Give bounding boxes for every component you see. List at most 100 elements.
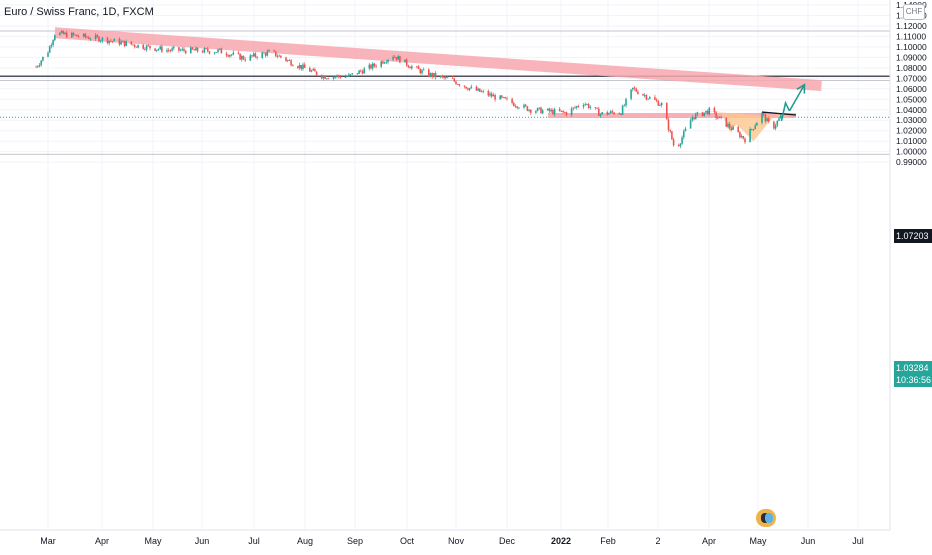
candle-body — [273, 50, 275, 52]
candle-body — [147, 45, 150, 47]
candle-body — [118, 38, 121, 45]
candle-body — [276, 56, 279, 58]
candle-body — [779, 115, 782, 119]
candle-body — [86, 36, 88, 38]
candle-body — [327, 78, 330, 80]
candle-body — [135, 46, 138, 48]
candle-body — [96, 35, 99, 37]
y-tick-label: 1.03000 — [896, 115, 927, 125]
candle-body — [405, 59, 408, 66]
candle-body — [167, 50, 170, 51]
last-price-tag: 1.03284 10:36:56 — [894, 361, 932, 387]
candle-body — [383, 62, 386, 64]
candle-body — [244, 59, 246, 61]
y-tick-label: 1.00000 — [896, 147, 927, 157]
candle-body — [635, 88, 637, 92]
candle-body — [725, 117, 728, 127]
candle-body — [278, 55, 280, 57]
candle-body — [241, 56, 243, 60]
candle-body — [404, 59, 406, 63]
candle-body — [601, 112, 603, 115]
candle-body — [94, 35, 97, 39]
candle-body — [74, 34, 76, 36]
candle-body — [407, 65, 410, 68]
candle-body — [59, 32, 61, 36]
broker-logo-icon[interactable] — [756, 509, 776, 527]
candle-body — [776, 120, 779, 126]
candle-body — [570, 108, 573, 116]
candle-body — [667, 119, 670, 131]
candle-body — [649, 97, 651, 99]
candle-body — [487, 91, 490, 96]
candle-body — [37, 66, 39, 67]
candle-body — [409, 67, 411, 69]
candle-body — [429, 73, 432, 77]
candle-body — [558, 109, 561, 112]
candle-body — [249, 55, 252, 61]
candle-body — [516, 106, 518, 108]
candle-body — [463, 85, 466, 87]
x-tick-label: 2 — [655, 536, 660, 546]
candle-body — [322, 76, 325, 79]
y-tick-label: 1.09000 — [896, 52, 927, 62]
x-tick-label: Sep — [347, 536, 363, 546]
candle-body — [300, 65, 303, 69]
candle-body — [98, 36, 100, 42]
candle-body — [346, 76, 348, 78]
candle-body — [694, 114, 697, 120]
candle-body — [71, 32, 73, 38]
x-tick-label: Jun — [801, 536, 816, 546]
arrow-head-icon — [796, 83, 806, 94]
candle-body — [762, 112, 765, 115]
candle-body — [72, 32, 75, 35]
candle-body — [671, 131, 673, 140]
candle-body — [479, 88, 481, 92]
candle-body — [52, 40, 54, 46]
y-tick-label: 1.12000 — [896, 21, 927, 31]
candle-body — [144, 48, 146, 50]
price-axis — [890, 0, 932, 550]
candle-body — [643, 95, 646, 96]
candle-body — [633, 87, 636, 89]
currency-badge[interactable]: CHF — [903, 4, 925, 20]
candle-body — [363, 68, 365, 74]
candle-body — [599, 114, 602, 116]
candle-body — [689, 120, 692, 129]
y-tick-label: 1.07000 — [896, 73, 927, 83]
candle-body — [416, 66, 418, 68]
candle-body — [349, 74, 352, 75]
candle-body — [339, 76, 342, 78]
candle-body — [181, 48, 184, 50]
bar-countdown: 10:36:56 — [896, 375, 932, 385]
candle-body — [456, 84, 459, 85]
candle-body — [691, 117, 694, 121]
candle-body — [65, 32, 68, 38]
candle-body — [242, 56, 245, 60]
candle-body — [455, 81, 457, 85]
candle-body — [132, 44, 134, 46]
candle-body — [446, 77, 449, 78]
candle-body — [630, 89, 632, 99]
candle-body — [266, 51, 269, 56]
candle-body — [290, 60, 292, 66]
candle-body — [89, 38, 92, 40]
candle-body — [703, 112, 705, 117]
candle-body — [411, 66, 413, 69]
candle-body — [50, 45, 53, 47]
candle-body — [490, 93, 493, 97]
candle-body — [230, 54, 233, 56]
x-tick-label: Apr — [702, 536, 716, 546]
candle-body — [334, 76, 337, 78]
candle-body — [548, 108, 551, 112]
candle-body — [642, 94, 644, 96]
candle-body — [560, 110, 563, 112]
candle-body — [173, 47, 175, 49]
candle-body — [264, 53, 267, 56]
drawings-back — [54, 27, 822, 142]
y-tick-label: 1.02000 — [896, 126, 927, 136]
candle-body — [513, 103, 515, 107]
descending-trendline — [54, 27, 822, 92]
candle-body — [742, 136, 745, 139]
